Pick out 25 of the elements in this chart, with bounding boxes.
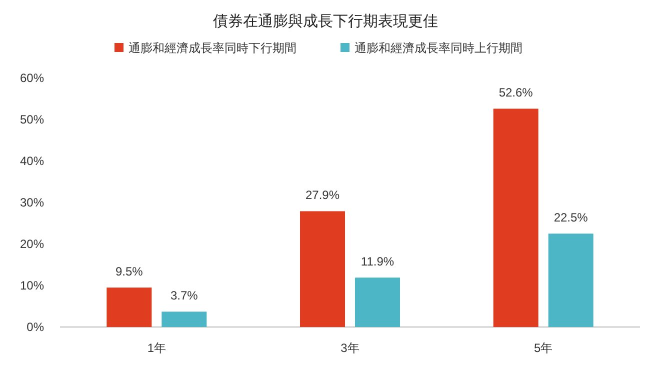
data-label: 52.6%: [498, 86, 534, 100]
bar: [106, 288, 152, 327]
data-label: 27.9%: [305, 188, 340, 202]
legend-label: 通膨和經濟成長率同時上行期間: [354, 41, 522, 55]
bar: [493, 108, 538, 327]
chart-title: 債券在通膨與成長下行期表現更佳: [213, 13, 438, 30]
y-tick-label: 20%: [20, 237, 44, 251]
x-tick-label: 5年: [534, 341, 553, 355]
y-tick-label: 10%: [20, 278, 44, 292]
bar: [548, 234, 594, 327]
x-tick-label: 3年: [340, 341, 360, 355]
y-tick-label: 40%: [20, 154, 44, 168]
y-tick-label: 0%: [26, 320, 44, 334]
y-tick-label: 60%: [20, 71, 44, 85]
bar: [355, 278, 400, 327]
y-tick-label: 30%: [20, 196, 44, 210]
legend-label: 通膨和經濟成長率同時下行期間: [128, 41, 296, 55]
data-label: 9.5%: [115, 264, 144, 279]
y-tick-label: 50%: [20, 112, 44, 126]
data-label: 3.7%: [170, 288, 198, 303]
bar: [162, 312, 207, 327]
data-label: 11.9%: [360, 254, 394, 269]
bar: [300, 211, 345, 327]
data-label: 22.5%: [554, 210, 588, 225]
x-tick-label: 1年: [147, 341, 166, 355]
